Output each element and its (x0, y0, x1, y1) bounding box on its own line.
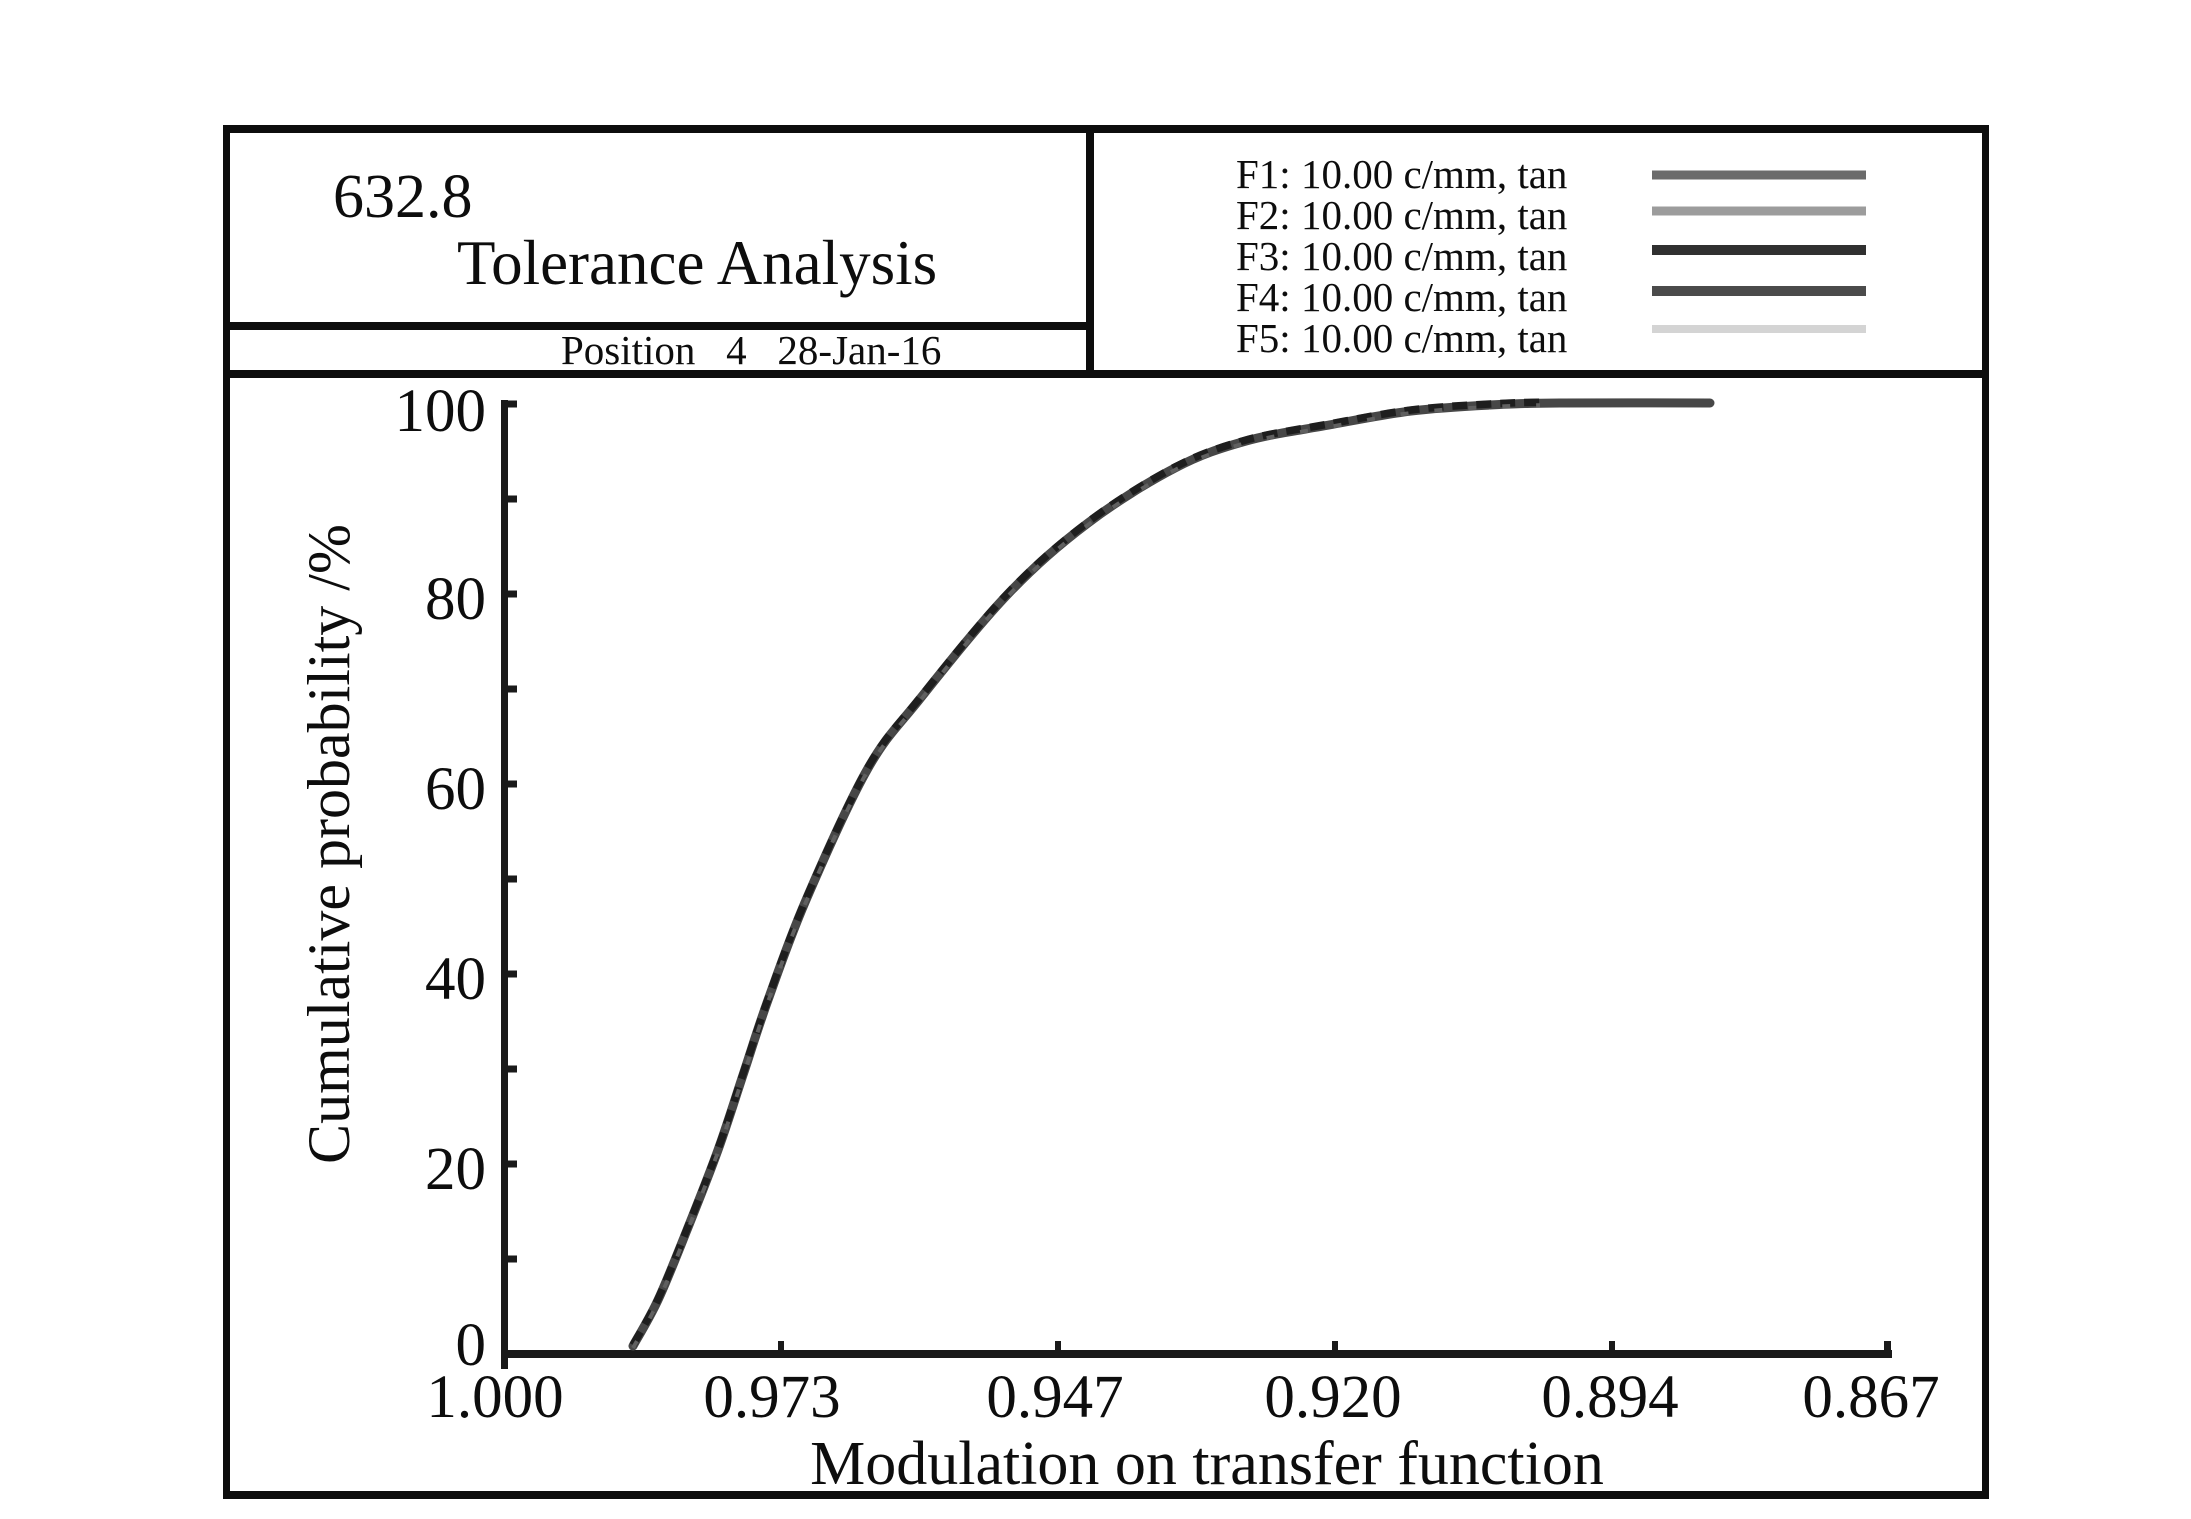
svg-text:1.000: 1.000 (426, 1364, 563, 1431)
svg-text:0.894: 0.894 (1541, 1364, 1678, 1431)
svg-text:0.920: 0.920 (1264, 1364, 1401, 1431)
svg-text:20: 20 (425, 1136, 486, 1203)
svg-text:F1: 10.00 c/mm, tan: F1: 10.00 c/mm, tan (1236, 151, 1567, 197)
svg-text:F4: 10.00 c/mm, tan: F4: 10.00 c/mm, tan (1236, 274, 1567, 320)
svg-text:Tolerance Analysis: Tolerance Analysis (457, 228, 937, 298)
svg-text:F2: 10.00 c/mm, tan: F2: 10.00 c/mm, tan (1236, 192, 1567, 238)
svg-text:80: 80 (425, 566, 486, 633)
svg-text:100: 100 (395, 378, 487, 445)
svg-text:0.973: 0.973 (703, 1364, 840, 1431)
svg-text:Position 4 28-Jan-16: Position 4 28-Jan-16 (561, 327, 941, 373)
svg-text:60: 60 (425, 756, 486, 823)
svg-text:Modulation on transfer functio: Modulation on transfer function (810, 1430, 1604, 1498)
svg-text:40: 40 (425, 946, 486, 1013)
svg-text:Cumulative probability /%: Cumulative probability /% (296, 524, 362, 1164)
svg-text:F3: 10.00 c/mm, tan: F3: 10.00 c/mm, tan (1236, 233, 1567, 279)
svg-text:632.8: 632.8 (333, 163, 473, 231)
svg-text:0.867: 0.867 (1802, 1364, 1939, 1431)
svg-text:0: 0 (456, 1312, 487, 1379)
svg-text:0.947: 0.947 (986, 1364, 1123, 1431)
svg-text:F5: 10.00 c/mm, tan: F5: 10.00 c/mm, tan (1236, 315, 1567, 361)
